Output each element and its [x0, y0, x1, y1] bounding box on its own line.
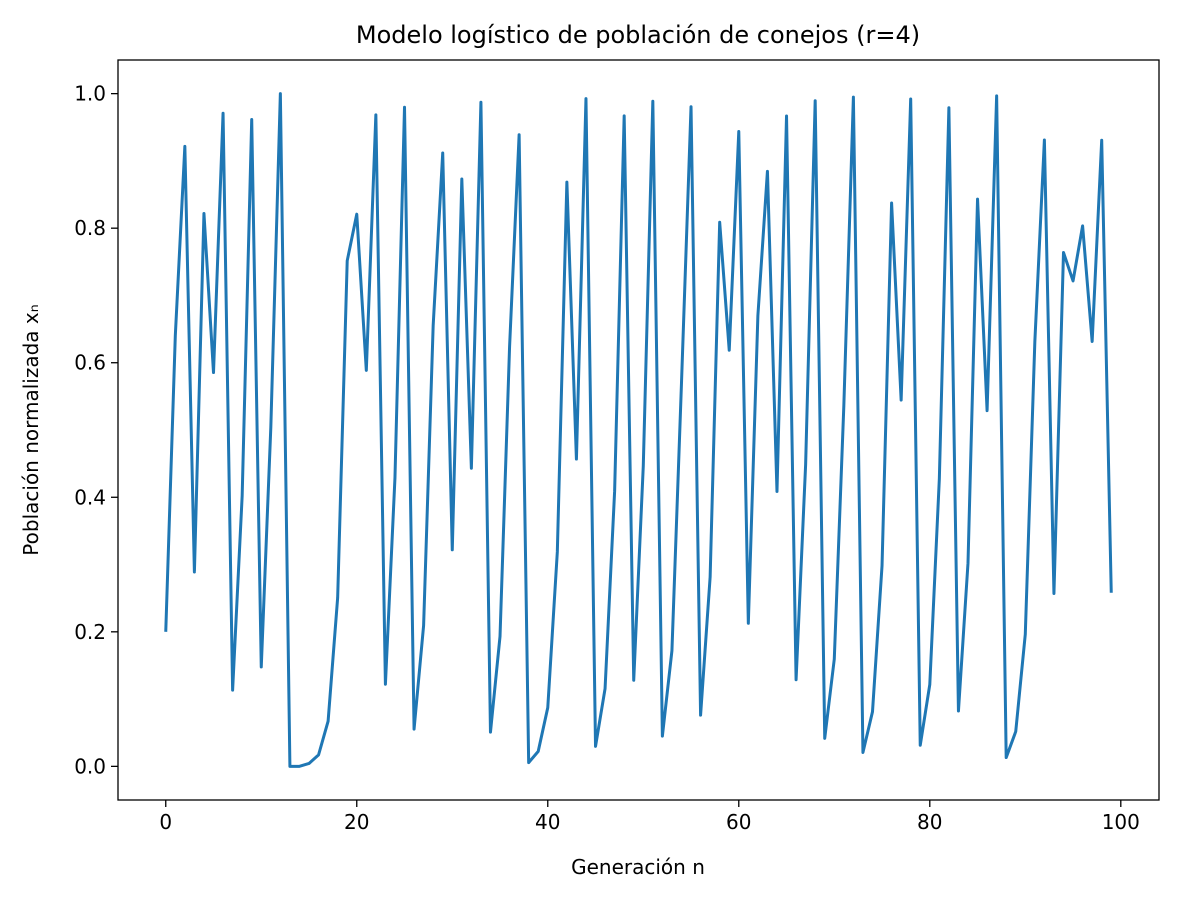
series-line-0	[164, 92, 1113, 768]
x-tick-label: 0	[159, 810, 172, 834]
y-tick-label: 0.0	[74, 754, 106, 778]
y-tick-label: 0.4	[74, 485, 106, 509]
y-tick-label: 1.0	[74, 82, 106, 106]
y-axis-label: Población normalizada xₙ	[19, 304, 43, 555]
x-tick-label: 60	[726, 810, 751, 834]
y-tick-label: 0.2	[74, 620, 106, 644]
x-tick-label: 100	[1102, 810, 1140, 834]
y-axis-ticks: 0.0 0.2 0.4 0.6 0.8 1.0	[74, 82, 118, 778]
x-tick-label: 40	[535, 810, 560, 834]
x-tick-label: 20	[344, 810, 369, 834]
x-tick-label: 80	[917, 810, 942, 834]
x-axis-ticks: 0 20 40 60 80 100	[159, 800, 1140, 834]
chart-title: Modelo logístico de población de conejos…	[356, 21, 920, 49]
y-tick-label: 0.6	[74, 351, 106, 375]
plot-area	[164, 92, 1113, 768]
axes-frame	[117, 59, 1160, 801]
y-tick-label: 0.8	[74, 216, 106, 240]
x-axis-label: Generación n	[571, 855, 705, 879]
